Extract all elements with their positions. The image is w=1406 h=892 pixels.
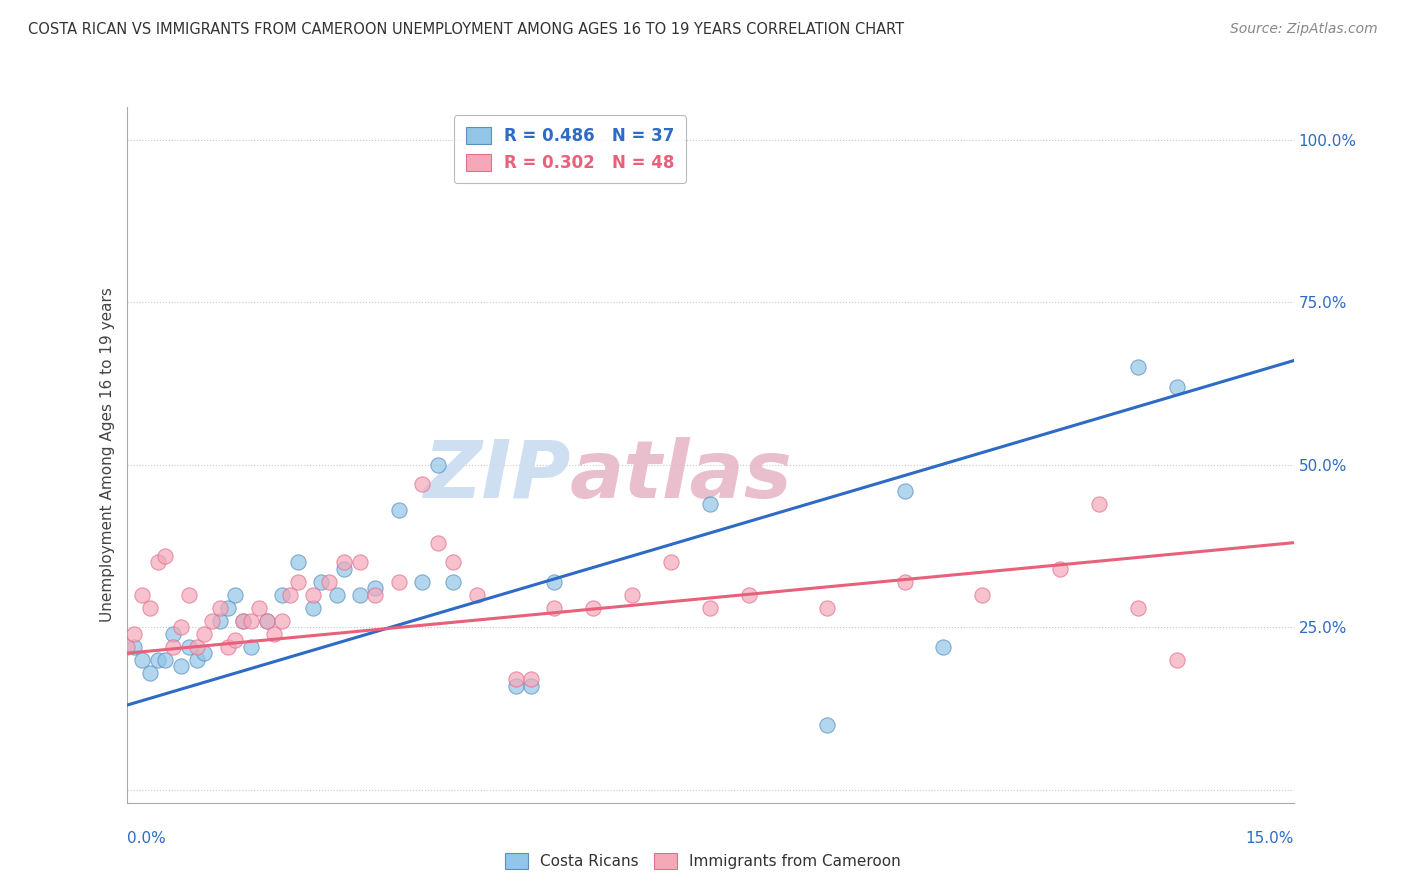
- Point: [893, 574, 915, 589]
- Point: [815, 600, 838, 615]
- Point: [815, 718, 838, 732]
- Point: [271, 614, 294, 628]
- Point: [388, 503, 411, 517]
- Point: [240, 640, 263, 654]
- Text: Source: ZipAtlas.com: Source: ZipAtlas.com: [1230, 22, 1378, 37]
- Point: [124, 626, 146, 640]
- Point: [543, 574, 565, 589]
- Point: [505, 679, 527, 693]
- Point: [972, 588, 994, 602]
- Point: [426, 535, 449, 549]
- Point: [186, 653, 208, 667]
- Text: COSTA RICAN VS IMMIGRANTS FROM CAMEROON UNEMPLOYMENT AMONG AGES 16 TO 19 YEARS C: COSTA RICAN VS IMMIGRANTS FROM CAMEROON …: [28, 22, 904, 37]
- Point: [217, 640, 239, 654]
- Point: [893, 483, 915, 498]
- Point: [155, 549, 177, 563]
- Point: [256, 614, 278, 628]
- Point: [441, 574, 464, 589]
- Point: [247, 600, 270, 615]
- Point: [208, 600, 231, 615]
- Point: [1088, 497, 1111, 511]
- Point: [124, 640, 146, 654]
- Y-axis label: Unemployment Among Ages 16 to 19 years: Unemployment Among Ages 16 to 19 years: [100, 287, 115, 623]
- Point: [699, 600, 721, 615]
- Point: [177, 640, 200, 654]
- Point: [411, 477, 433, 491]
- Point: [364, 588, 387, 602]
- Point: [505, 672, 527, 686]
- Point: [364, 581, 387, 595]
- Point: [426, 458, 449, 472]
- Point: [240, 614, 263, 628]
- Point: [1126, 600, 1149, 615]
- Point: [139, 665, 162, 680]
- Point: [309, 574, 332, 589]
- Point: [333, 555, 356, 569]
- Point: [232, 614, 254, 628]
- Point: [146, 653, 169, 667]
- Point: [621, 588, 644, 602]
- Legend: Costa Ricans, Immigrants from Cameroon: Costa Ricans, Immigrants from Cameroon: [499, 847, 907, 875]
- Point: [271, 588, 294, 602]
- Point: [543, 600, 565, 615]
- Point: [232, 614, 254, 628]
- Point: [1166, 653, 1188, 667]
- Point: [318, 574, 340, 589]
- Point: [349, 555, 371, 569]
- Point: [217, 600, 239, 615]
- Point: [131, 653, 153, 667]
- Point: [325, 588, 347, 602]
- Point: [256, 614, 278, 628]
- Point: [278, 588, 301, 602]
- Point: [139, 600, 162, 615]
- Point: [333, 562, 356, 576]
- Point: [582, 600, 605, 615]
- Point: [170, 659, 193, 673]
- Point: [263, 626, 285, 640]
- Point: [1166, 379, 1188, 393]
- Point: [302, 588, 325, 602]
- Text: ZIP: ZIP: [423, 437, 569, 515]
- Point: [287, 555, 309, 569]
- Point: [193, 626, 215, 640]
- Point: [146, 555, 169, 569]
- Point: [388, 574, 411, 589]
- Point: [224, 633, 246, 648]
- Point: [520, 679, 543, 693]
- Point: [177, 588, 200, 602]
- Point: [699, 497, 721, 511]
- Point: [162, 626, 184, 640]
- Point: [738, 588, 761, 602]
- Point: [287, 574, 309, 589]
- Point: [224, 588, 246, 602]
- Text: atlas: atlas: [569, 437, 793, 515]
- Point: [349, 588, 371, 602]
- Point: [411, 574, 433, 589]
- Point: [520, 672, 543, 686]
- Point: [155, 653, 177, 667]
- Point: [201, 614, 224, 628]
- Text: 15.0%: 15.0%: [1246, 831, 1294, 846]
- Point: [131, 588, 153, 602]
- Point: [465, 588, 488, 602]
- Point: [115, 640, 138, 654]
- Point: [208, 614, 231, 628]
- Point: [186, 640, 208, 654]
- Point: [170, 620, 193, 634]
- Legend: R = 0.486   N = 37, R = 0.302   N = 48: R = 0.486 N = 37, R = 0.302 N = 48: [454, 115, 686, 184]
- Point: [1126, 360, 1149, 375]
- Point: [162, 640, 184, 654]
- Point: [1049, 562, 1071, 576]
- Point: [659, 555, 682, 569]
- Point: [193, 646, 215, 660]
- Point: [932, 640, 955, 654]
- Point: [441, 555, 464, 569]
- Point: [302, 600, 325, 615]
- Text: 0.0%: 0.0%: [127, 831, 166, 846]
